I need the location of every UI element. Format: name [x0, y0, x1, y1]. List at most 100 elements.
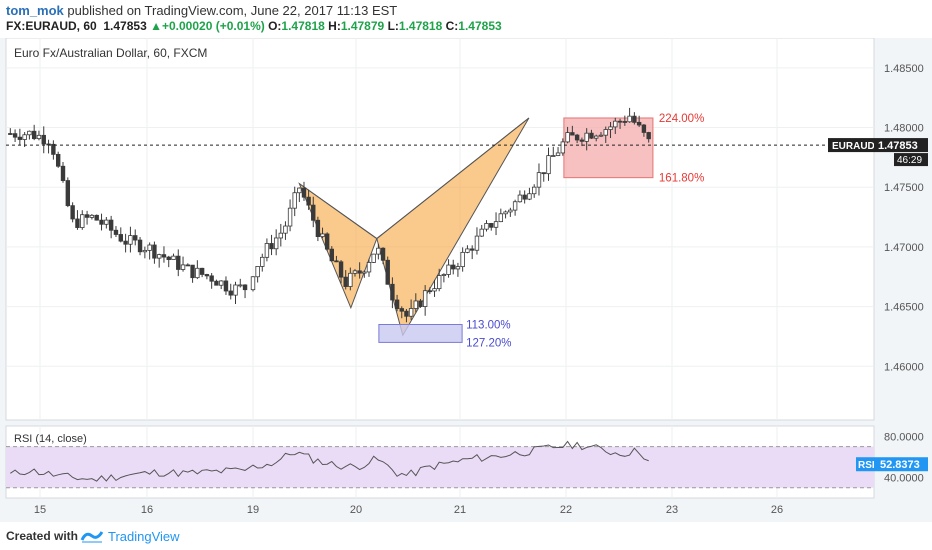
candle-body: [348, 272, 353, 287]
time-tick-label: 23: [666, 504, 678, 516]
candle-body: [113, 229, 119, 235]
candle-body: [75, 218, 80, 228]
rsi-line: [10, 440, 649, 482]
candle-body: [324, 233, 330, 250]
fib-labels: 224.00% 161.80% 113.00% 127.20%: [466, 113, 704, 349]
tradingview-logo-icon: [80, 528, 104, 549]
candle-body: [238, 284, 243, 287]
candle-body: [551, 155, 556, 157]
close-value: 1.47853: [458, 19, 502, 33]
low-value: 1.47818: [398, 19, 443, 33]
candle-body: [589, 132, 594, 139]
candle-body: [320, 233, 325, 238]
candle-body: [166, 256, 171, 260]
price-change: +0.00020 (+0.01%): [161, 19, 265, 33]
chart-area[interactable]: EURAUD 1.47853 46:29 224.00% 161.80% 113.00%…: [0, 37, 932, 523]
price-tick-label: 1.47500: [884, 182, 924, 194]
candle-body: [594, 135, 599, 139]
candle-body: [460, 251, 465, 268]
candle-body: [498, 213, 504, 223]
candle-body: [352, 270, 358, 274]
candle-body: [84, 214, 90, 218]
countdown-tag: 46:29: [897, 155, 922, 166]
created-with-label: Created with: [6, 529, 79, 543]
time-tick-label: 26: [771, 504, 783, 516]
candle-body: [413, 300, 418, 309]
candle-body: [315, 219, 321, 238]
rsi-indicator: 80.0000 40.0000 RSI 52.8373: [6, 431, 928, 489]
candle-body: [199, 267, 205, 275]
rsi-tag-label-bg: [856, 457, 878, 472]
candle-body: [579, 139, 585, 142]
open-value: 1.47818: [281, 19, 325, 33]
time-tick-label: 20: [350, 504, 362, 516]
last-price-tag: 1.47853: [878, 140, 918, 152]
candle-body: [446, 264, 451, 275]
candle-body: [12, 133, 18, 138]
candle-body: [613, 120, 618, 128]
candle-body: [408, 308, 414, 317]
low-label: L:: [387, 19, 399, 33]
candle-body: [137, 239, 143, 253]
time-axis[interactable]: 15 16 19 20 21 22 23 26: [34, 504, 783, 516]
candle-body: [632, 115, 637, 123]
candle-body: [250, 276, 256, 291]
chart-title: Euro Fx/Australian Dollar, 60, FXCM: [14, 46, 207, 60]
candle-body: [185, 264, 191, 267]
candle-body: [546, 155, 551, 175]
candle-body: [8, 133, 13, 135]
tradingview-brand[interactable]: TradingView: [108, 529, 180, 544]
last-price: 1.47853: [103, 19, 147, 33]
candle-body: [94, 214, 99, 221]
candle-body: [536, 172, 542, 188]
candle-body: [278, 232, 284, 239]
candle-body: [603, 129, 608, 136]
price-axis[interactable]: 1.48500 1.48000 1.47500 1.47000 1.46500 1.460…: [884, 63, 924, 373]
candle-body: [195, 267, 200, 279]
candle-body: [418, 300, 423, 307]
candle-body: [147, 244, 152, 251]
candle-body: [532, 186, 537, 195]
time-tick-label: 15: [34, 504, 46, 516]
candle-body: [273, 237, 279, 250]
candle-body: [180, 264, 186, 270]
ohlc-line: FX:EURAUD, 60 1.47853 ▲+0.00020 (+0.01%)…: [6, 19, 502, 33]
candle-body: [242, 284, 248, 291]
candle-body: [264, 243, 270, 258]
candle-body: [306, 196, 311, 206]
candle-body: [427, 290, 433, 293]
candle-body: [451, 264, 456, 270]
candle-body: [527, 193, 532, 200]
candle-body: [574, 134, 580, 141]
footer: Created with TradingView: [0, 522, 932, 550]
candle-body: [608, 126, 613, 130]
candle-body: [156, 254, 162, 259]
candle-body: [171, 255, 176, 260]
candle-body: [118, 234, 123, 242]
candle-body: [390, 283, 395, 301]
candle-body: [283, 225, 288, 234]
price-chart[interactable]: EURAUD 1.47853 46:29 224.00% 161.80% 113.00%…: [0, 37, 932, 523]
candle-body: [617, 120, 623, 123]
candle-body: [218, 280, 224, 286]
candle-body: [104, 219, 109, 225]
open-label: O:: [268, 19, 282, 33]
time-tick-label: 22: [560, 504, 572, 516]
candle-body: [399, 308, 404, 312]
candle-body: [512, 201, 518, 211]
candle-body: [65, 180, 71, 207]
grid-lines: [6, 38, 874, 498]
candle-body: [646, 132, 651, 140]
candle-body: [204, 274, 210, 277]
candle-body: [301, 187, 307, 198]
author-link[interactable]: tom_mok: [6, 3, 64, 18]
fib-level-label: 224.00%: [659, 113, 704, 125]
candle-body: [152, 244, 157, 259]
candle-body: [334, 260, 339, 263]
candle-body: [522, 194, 527, 200]
candle-body: [422, 290, 428, 307]
candle-body: [311, 204, 316, 221]
candle-body: [214, 280, 219, 286]
candle-body: [260, 256, 265, 267]
candle-body: [560, 141, 566, 154]
